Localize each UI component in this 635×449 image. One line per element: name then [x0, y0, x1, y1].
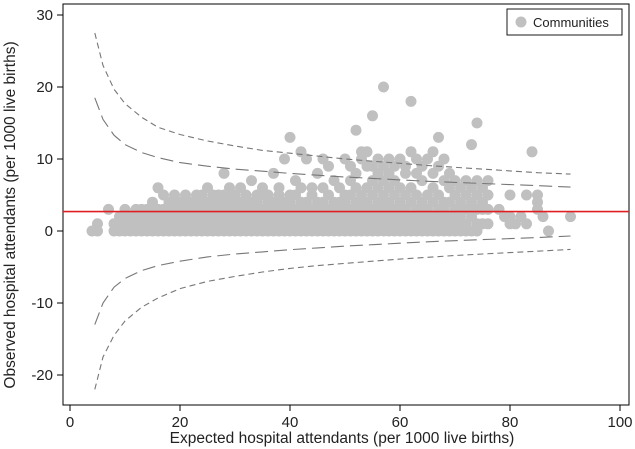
- outer-lower-limit: [94, 248, 571, 390]
- data-point: [565, 211, 576, 223]
- data-point: [268, 167, 279, 179]
- y-axis-label: Observed hospital attendants (per 1000 l…: [2, 41, 19, 388]
- inner-lower-limit: [94, 235, 571, 325]
- data-point: [306, 182, 318, 194]
- data-point: [482, 189, 494, 201]
- data-point: [361, 146, 373, 158]
- y-tick-label: 0: [45, 223, 53, 240]
- data-point: [378, 81, 389, 93]
- x-tick-label: 60: [392, 414, 409, 431]
- x-tick-label: 80: [502, 414, 519, 431]
- data-point: [273, 182, 285, 194]
- data-point: [504, 189, 516, 201]
- data-point: [92, 218, 103, 230]
- data-point: [279, 153, 290, 165]
- control-limits: [94, 32, 571, 390]
- data-point: [433, 131, 444, 143]
- x-tick-label: 40: [282, 414, 299, 431]
- data-point: [350, 124, 362, 136]
- y-tick-label: 10: [36, 151, 53, 168]
- data-point: [543, 225, 554, 237]
- data-point: [295, 182, 307, 194]
- axes: 0 20 40 60 80 100 -20 -10 0 10 20 30: [31, 7, 632, 431]
- legend-label: Communities: [533, 15, 609, 30]
- y-tick-label: 20: [36, 79, 53, 96]
- data-point: [537, 211, 549, 223]
- data-point: [482, 203, 494, 215]
- data-point: [526, 146, 538, 158]
- data-point: [350, 167, 362, 179]
- data-point: [367, 110, 378, 122]
- data-points: [86, 81, 576, 237]
- inner-upper-limit: [94, 97, 571, 188]
- x-tick-label: 100: [607, 414, 632, 431]
- data-point: [284, 131, 296, 143]
- data-point: [466, 139, 477, 151]
- outer-upper-limit: [94, 32, 571, 175]
- data-point: [427, 146, 439, 158]
- x-axis-label: Expected hospital attendants (per 1000 l…: [170, 430, 515, 447]
- data-point: [438, 153, 450, 165]
- legend: Communities: [506, 8, 623, 36]
- data-point: [416, 175, 428, 187]
- y-tick-label: -20: [31, 367, 53, 384]
- data-point: [405, 95, 417, 107]
- data-point: [246, 175, 257, 187]
- legend-marker: [515, 16, 527, 28]
- x-tick-label: 20: [172, 414, 189, 431]
- data-point: [521, 218, 532, 230]
- y-tick-label: 30: [36, 7, 53, 24]
- x-tick-label: 0: [66, 414, 74, 431]
- data-point: [103, 203, 114, 215]
- data-point: [482, 175, 494, 187]
- y-tick-label: -10: [31, 295, 53, 312]
- data-point: [532, 189, 543, 201]
- data-point: [400, 160, 411, 172]
- data-point: [482, 218, 494, 230]
- data-point: [521, 189, 532, 201]
- data-point: [471, 117, 483, 129]
- data-point: [323, 160, 334, 172]
- data-point: [218, 167, 230, 179]
- data-point: [312, 167, 323, 179]
- data-point: [301, 153, 312, 165]
